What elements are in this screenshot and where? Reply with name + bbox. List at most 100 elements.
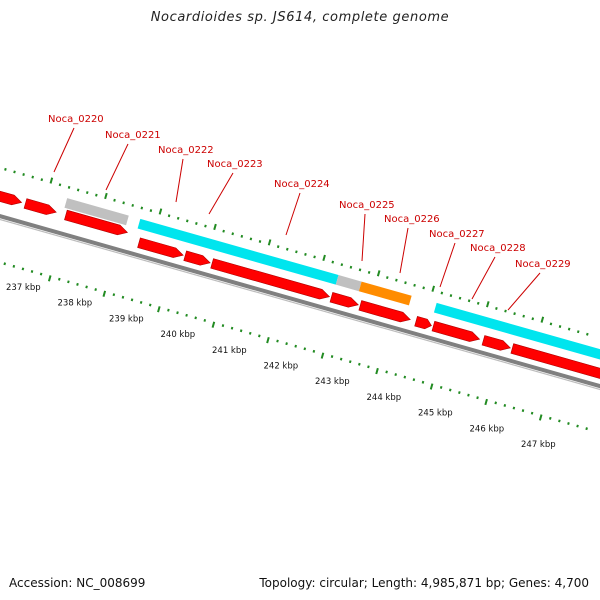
gene-leader-line (399, 227, 409, 274)
accession-label: Accession: NC_008699 (9, 576, 146, 590)
minor-tick (395, 278, 398, 282)
minor-tick (167, 308, 170, 312)
minor-tick (531, 317, 535, 321)
cds-arrow (510, 343, 600, 379)
major-tick (540, 316, 545, 323)
lower-tick-track (3, 262, 588, 431)
major-tick (49, 177, 54, 184)
major-tick (376, 270, 381, 277)
backbone-track (0, 214, 600, 391)
cds-arrow (64, 209, 129, 236)
feature-orange (358, 281, 412, 306)
minor-tick (476, 396, 479, 400)
minor-tick (240, 234, 244, 238)
minor-tick (331, 260, 335, 264)
minor-tick (303, 347, 307, 351)
kbp-label: 240 kbp (161, 330, 196, 340)
kbp-label: 244 kbp (367, 393, 402, 403)
minor-tick (312, 349, 316, 353)
gene-leader-line (53, 127, 75, 173)
minor-tick (567, 422, 570, 425)
minor-tick (404, 281, 407, 285)
minor-tick (112, 293, 116, 297)
minor-tick (121, 295, 125, 299)
feature-cyan (433, 302, 600, 363)
major-tick (375, 367, 379, 375)
minor-tick (195, 221, 198, 225)
feature-track (64, 198, 600, 363)
minor-tick (576, 330, 580, 334)
gene-label: Noca_0228 (470, 243, 526, 254)
minor-tick (567, 327, 571, 331)
major-tick (157, 306, 161, 313)
major-tick (431, 285, 436, 292)
minor-tick (367, 270, 371, 274)
minor-tick (304, 252, 307, 256)
minor-tick (130, 298, 134, 302)
minor-tick (67, 280, 70, 284)
minor-tick (140, 206, 144, 210)
minor-tick (58, 277, 61, 281)
kbp-labels: 237 kbp 238 kbp 239 kbp 240 kbp 241 kbp 242 k… (6, 283, 556, 450)
cds-track-upper (0, 189, 129, 236)
major-tick (266, 337, 270, 344)
gene-label: Noca_0226 (384, 214, 440, 225)
gene-label: Noca_0227 (429, 229, 485, 240)
minor-tick (113, 198, 116, 202)
kbp-label: 246 kbp (470, 424, 505, 434)
upper-tick-track (4, 167, 589, 336)
major-tick (158, 208, 163, 215)
gene-label: Noca_0224 (274, 179, 330, 190)
minor-tick (403, 375, 407, 379)
minor-tick (4, 167, 7, 171)
minor-tick (203, 318, 207, 322)
genome-summary: Topology: circular; Length: 4,985,871 bp… (259, 576, 589, 590)
minor-tick (21, 267, 25, 271)
kbp-label: 237 kbp (6, 283, 41, 293)
minor-tick (204, 224, 207, 228)
minor-tick (439, 385, 443, 389)
minor-tick (467, 393, 470, 397)
minor-tick (349, 265, 353, 269)
minor-tick (185, 219, 189, 223)
minor-tick (58, 183, 62, 187)
minor-tick (294, 344, 298, 348)
minor-tick (585, 427, 588, 431)
minor-tick (385, 276, 389, 280)
major-tick (213, 223, 217, 231)
cds-arrow (414, 316, 432, 330)
minor-tick (94, 288, 97, 292)
minor-tick (413, 283, 416, 287)
minor-tick (467, 299, 471, 303)
gene-label: Noca_0222 (158, 145, 214, 156)
minor-tick (39, 272, 43, 276)
major-tick (538, 414, 543, 421)
minor-tick (185, 313, 188, 317)
minor-tick (285, 342, 288, 346)
gene-leader-line (471, 256, 496, 300)
map-title: Nocardioides sp. JS614, complete genome (150, 10, 450, 25)
gene-leader-line (507, 272, 541, 311)
minor-tick (12, 264, 16, 268)
kbp-label: 242 kbp (264, 362, 299, 372)
minor-tick (522, 314, 525, 318)
minor-tick (495, 307, 498, 310)
minor-tick (176, 311, 179, 315)
minor-tick (358, 268, 362, 272)
minor-tick (422, 286, 425, 290)
minor-tick (230, 326, 234, 330)
major-tick (484, 398, 488, 406)
minor-tick (22, 173, 25, 177)
minor-tick (503, 403, 507, 407)
major-tick (267, 239, 272, 246)
minor-tick (394, 373, 398, 377)
minor-tick (313, 255, 316, 259)
gene-label: Noca_0229 (515, 259, 571, 270)
kbp-label: 247 kbp (521, 440, 556, 450)
minor-tick (258, 240, 262, 243)
minor-tick (258, 334, 261, 338)
gene-label: Noca_0225 (339, 200, 395, 211)
feature-gray (64, 198, 129, 226)
minor-tick (239, 329, 243, 333)
